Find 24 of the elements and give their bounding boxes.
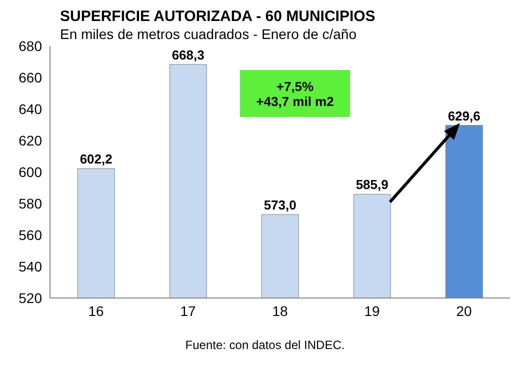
x-tick-label: 16 — [88, 302, 104, 319]
y-tick-label: 680 — [18, 38, 42, 54]
data-label: 573,0 — [264, 198, 296, 213]
x-tick-label: 20 — [456, 302, 472, 319]
y-tick-label: 560 — [18, 226, 42, 243]
y-tick-label: 580 — [18, 195, 42, 212]
x-tick-label: 17 — [180, 302, 196, 319]
y-tick-label: 620 — [18, 132, 42, 148]
chart-subtitle: En miles de metros cuadrados - Enero de c/año — [60, 26, 356, 42]
y-tick-label: 660 — [18, 69, 42, 86]
y-tick-label: 600 — [18, 164, 42, 180]
x-tick-label: 19 — [364, 302, 380, 319]
y-tick-label: 520 — [18, 290, 42, 306]
data-label: 585,9 — [356, 177, 388, 192]
x-tick-label: 18 — [272, 302, 288, 319]
data-label: 602,2 — [80, 152, 112, 167]
data-label: 668,3 — [172, 47, 204, 62]
annotation: +7,5% — [276, 78, 314, 94]
data-label: 629,6 — [448, 108, 480, 124]
source-note: Fuente: con datos del INDEC. — [184, 338, 346, 352]
chart-title: SUPERFICIE AUTORIZADA - 60 MUNICIPIOS — [60, 8, 376, 25]
y-tick-label: 540 — [18, 258, 42, 274]
y-tick-label: 640 — [18, 100, 42, 117]
annotation: +43,7 mil m2 — [256, 94, 334, 108]
